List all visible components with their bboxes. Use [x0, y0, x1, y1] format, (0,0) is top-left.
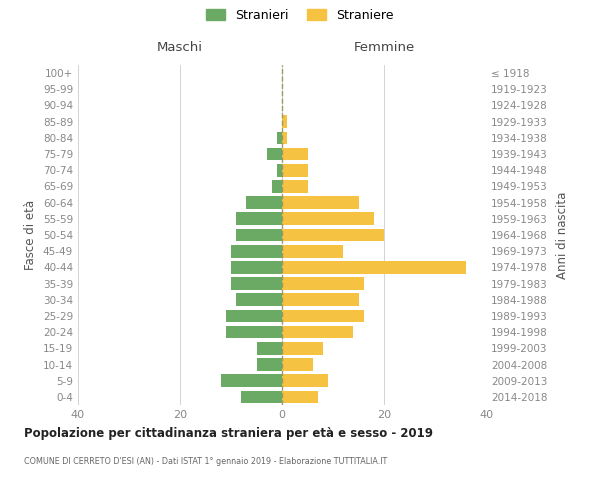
Bar: [282, 390, 318, 403]
Bar: [282, 180, 308, 192]
Bar: [226, 326, 282, 338]
Y-axis label: Fasce di età: Fasce di età: [25, 200, 37, 270]
Bar: [282, 310, 364, 322]
Bar: [221, 374, 282, 387]
Legend: Stranieri, Straniere: Stranieri, Straniere: [206, 8, 394, 22]
Text: Maschi: Maschi: [157, 40, 203, 54]
Text: Femmine: Femmine: [353, 40, 415, 54]
Bar: [231, 278, 282, 290]
Bar: [231, 245, 282, 258]
Bar: [282, 342, 323, 354]
Bar: [236, 228, 282, 241]
Bar: [282, 358, 313, 371]
Bar: [282, 294, 359, 306]
Bar: [257, 358, 282, 371]
Bar: [282, 261, 466, 274]
Bar: [282, 132, 287, 144]
Bar: [236, 294, 282, 306]
Bar: [226, 310, 282, 322]
Bar: [267, 148, 282, 160]
Bar: [282, 148, 308, 160]
Bar: [282, 326, 353, 338]
Bar: [247, 196, 282, 209]
Y-axis label: Anni di nascita: Anni di nascita: [556, 192, 569, 278]
Bar: [282, 116, 287, 128]
Text: COMUNE DI CERRETO D'ESI (AN) - Dati ISTAT 1° gennaio 2019 - Elaborazione TUTTITA: COMUNE DI CERRETO D'ESI (AN) - Dati ISTA…: [24, 458, 387, 466]
Bar: [282, 228, 384, 241]
Bar: [282, 164, 308, 176]
Bar: [277, 164, 282, 176]
Bar: [282, 212, 374, 225]
Bar: [282, 374, 328, 387]
Bar: [241, 390, 282, 403]
Bar: [257, 342, 282, 354]
Bar: [231, 261, 282, 274]
Bar: [282, 245, 343, 258]
Bar: [272, 180, 282, 192]
Text: Popolazione per cittadinanza straniera per età e sesso - 2019: Popolazione per cittadinanza straniera p…: [24, 428, 433, 440]
Bar: [277, 132, 282, 144]
Bar: [236, 212, 282, 225]
Bar: [282, 278, 364, 290]
Bar: [282, 196, 359, 209]
